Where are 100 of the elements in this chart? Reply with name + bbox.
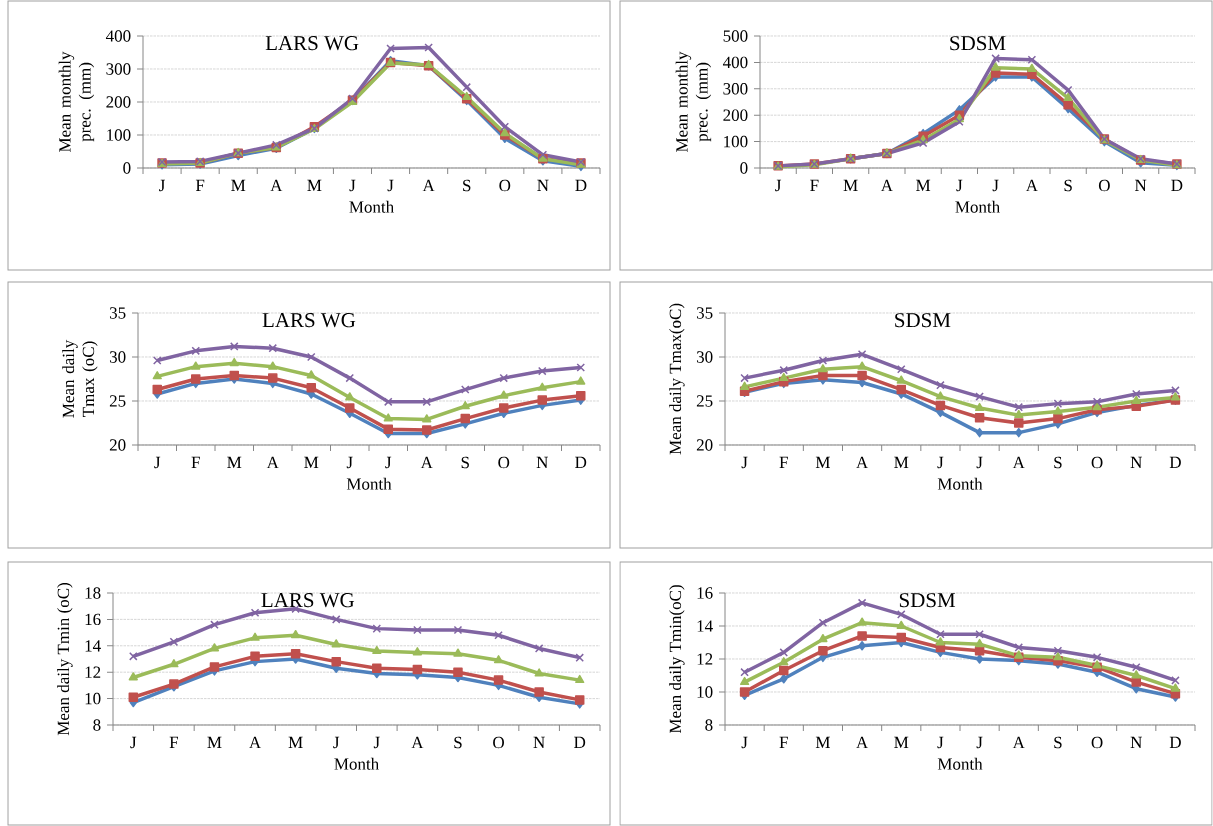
y-tick-label: 12 [697,653,713,665]
y-tick-label: 14 [85,640,101,652]
y-tick-label: 35 [109,307,126,319]
x-tick-label: M [843,179,858,191]
x-tick-label: A [249,736,262,749]
x-tick-label: A [1025,179,1038,192]
y-tick-label: 0 [740,162,748,174]
x-tick-label: O [498,456,510,469]
y-tick-label: 25 [696,395,713,407]
x-tick-label: A [880,179,893,192]
y-tick-label: 0 [123,162,131,174]
y-tick-label: 100 [107,129,131,141]
x-tick-label: J [387,179,394,192]
x-tick-label: S [461,456,469,469]
y-tick-label: 16 [85,613,101,626]
x-tick-label: D [575,456,587,469]
y-tick-label: 16 [697,587,713,599]
x-tick-label: D [1169,736,1181,749]
chart-title: LARS WG [265,36,359,51]
x-tick-label: A [270,179,283,192]
x-tick-label: J [976,456,983,469]
x-tick-label: N [533,736,545,748]
x-tick-label: O [499,179,511,192]
y-tick-label: 8 [93,719,101,731]
y-tick-label: 20 [109,439,126,451]
x-tick-label: M [815,736,830,748]
chart-title: LARS WG [262,313,356,328]
x-tick-label: J [741,736,748,749]
x-tick-label: M [304,456,319,468]
x-tick-label: M [894,736,909,748]
x-tick-label: O [1091,736,1103,749]
y-tick-label: 12 [85,666,101,678]
x-tick-label: M [815,456,830,468]
x-tick-label: A [420,456,433,469]
x-tick-label: M [207,736,222,748]
y-tick-label: 400 [722,56,748,69]
x-tick-label: M [894,456,909,468]
x-tick-label: F [195,179,205,191]
x-tick-label: J [775,179,782,192]
y-axis-title: Mean daily Tmin (oC) [57,583,73,736]
y-tick-label: 8 [705,719,713,731]
x-tick-label: J [976,736,983,749]
x-tick-label: N [537,179,549,191]
y-tick-label: 500 [723,30,748,42]
x-tick-label: F [779,456,788,468]
x-tick-label: A [422,179,435,192]
x-tick-label: S [1054,736,1062,749]
x-tick-label: J [956,179,963,192]
x-tick-label: J [937,456,944,469]
chart-title: SDSM [950,36,1006,51]
x-tick-label: N [1130,456,1142,468]
x-axis-title: Month [334,757,379,770]
y-axis-title: Mean monthly prec. (mm) [58,51,95,153]
x-tick-label: M [231,179,246,191]
x-tick-label: F [191,456,200,468]
x-tick-label: D [1171,179,1183,192]
x-tick-label: J [992,179,999,192]
x-tick-label: F [779,736,788,748]
y-tick-label: 300 [723,83,748,95]
x-tick-label: J [154,456,161,469]
x-tick-label: S [1054,456,1062,469]
x-tick-label: J [333,736,340,749]
y-tick-label: 30 [109,351,126,363]
x-tick-label: J [385,456,392,469]
y-tick-label: 35 [696,307,713,319]
y-axis-title: Mean daily Tmax (oC) [62,339,98,418]
x-tick-label: J [349,179,356,192]
y-axis-title: Mean daily Tmax(oC) [669,303,685,455]
y-tick-label: 100 [724,135,748,148]
y-tick-label: 400 [105,30,131,42]
chart-title: SDSM [895,313,951,328]
x-tick-label: M [307,179,322,191]
x-tick-label: D [1169,456,1181,469]
x-tick-label: O [493,736,504,749]
x-tick-label: F [169,736,178,748]
x-tick-label: A [856,736,869,749]
x-tick-label: O [1098,179,1110,192]
x-tick-label: N [1134,179,1147,191]
x-tick-label: S [463,179,471,192]
x-tick-label: D [574,736,586,749]
x-tick-label: M [227,456,242,468]
x-tick-label: N [536,456,548,468]
x-tick-label: M [916,179,931,191]
x-tick-label: J [159,179,165,192]
y-tick-label: 18 [85,587,101,599]
x-tick-label: S [454,736,462,749]
x-axis-title: Month [955,200,1000,213]
x-tick-label: A [1012,736,1025,749]
y-tick-label: 200 [106,96,131,108]
x-tick-label: J [130,736,137,749]
y-tick-label: 10 [697,686,713,698]
y-axis-title: Mean daily Tmin(oC) [669,585,685,734]
x-tick-label: J [373,736,380,749]
x-axis-title: Month [937,477,983,490]
x-axis-title: Month [937,757,983,770]
y-tick-label: 300 [106,63,131,75]
x-tick-label: F [810,179,819,191]
y-tick-label: 10 [85,692,101,705]
x-tick-label: D [575,179,587,192]
x-tick-label: A [1012,456,1025,469]
